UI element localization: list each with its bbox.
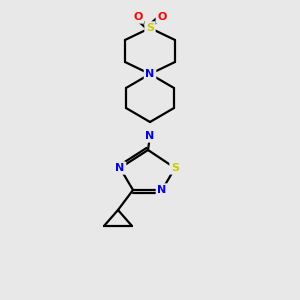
Text: O: O (133, 12, 143, 22)
Text: O: O (157, 12, 167, 22)
Text: S: S (171, 163, 179, 173)
Text: N: N (116, 163, 124, 173)
Text: N: N (158, 185, 166, 195)
Text: N: N (146, 69, 154, 79)
Text: S: S (146, 23, 154, 33)
Text: N: N (146, 131, 154, 141)
